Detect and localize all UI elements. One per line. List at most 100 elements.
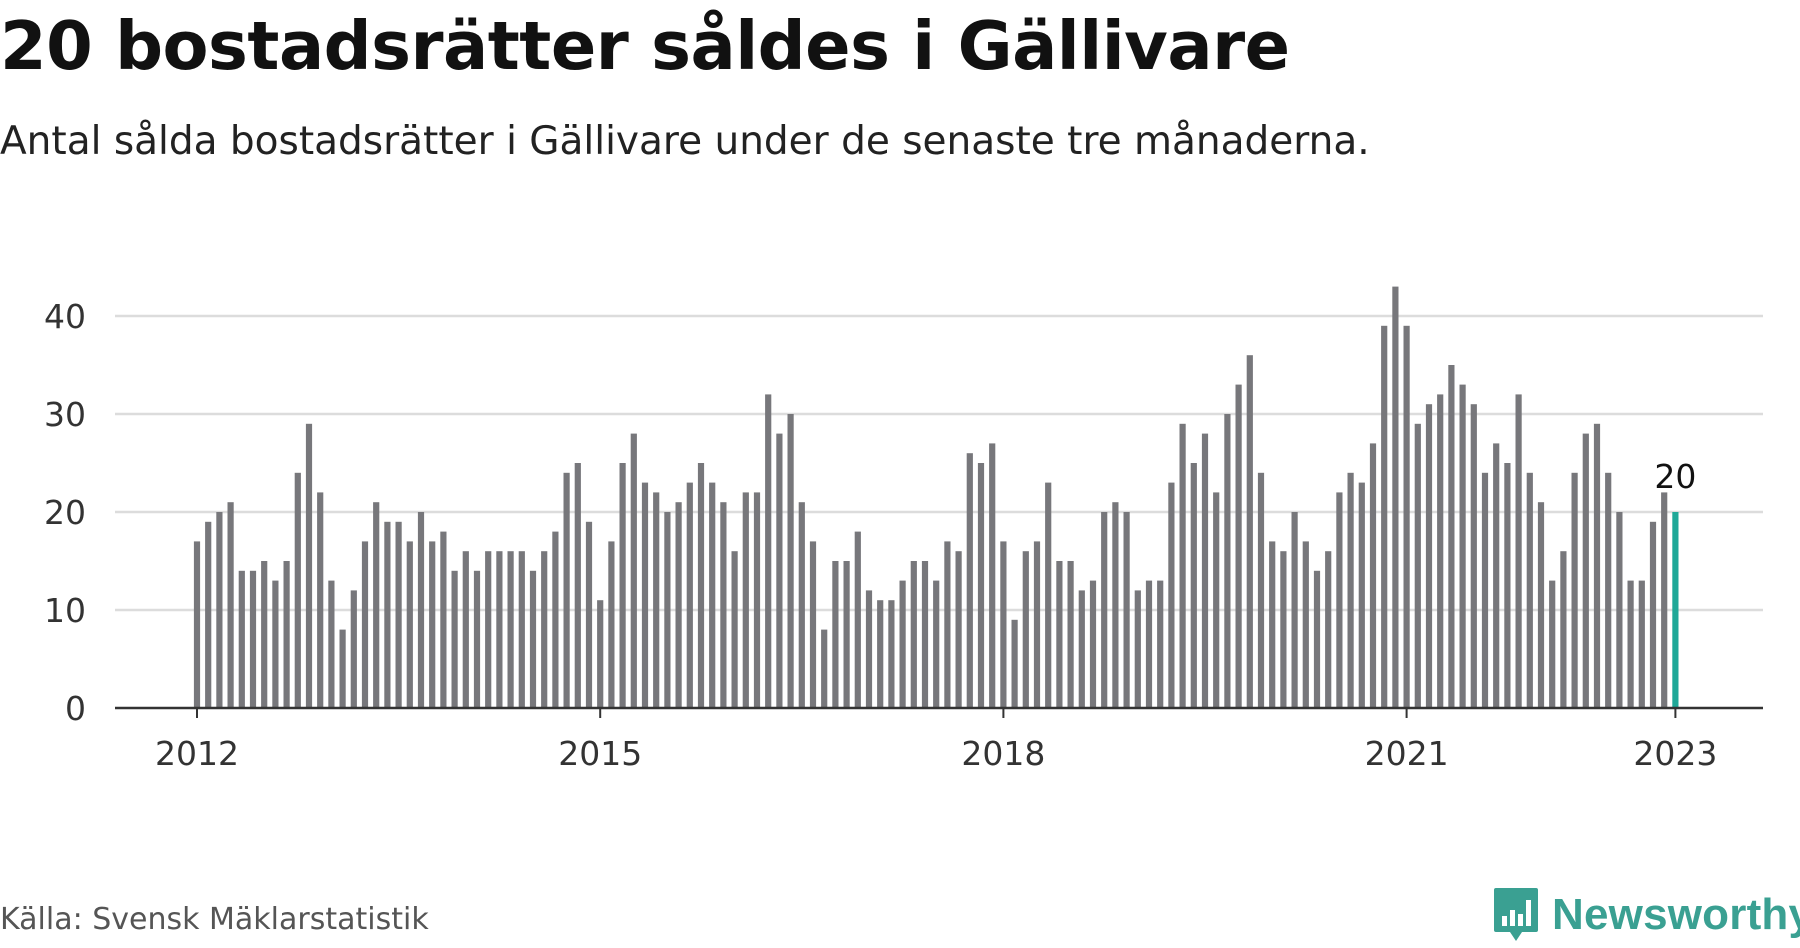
bar [395, 521, 402, 708]
bar [1493, 443, 1500, 708]
bar [1056, 561, 1063, 708]
bar [473, 570, 481, 708]
bar [910, 561, 917, 708]
bar [1257, 472, 1265, 708]
bar [1123, 512, 1130, 708]
bar [742, 492, 749, 708]
bar [384, 521, 391, 708]
bar [1291, 512, 1298, 708]
bar [1381, 325, 1388, 708]
bar [1403, 325, 1410, 708]
bar [1101, 512, 1108, 708]
bar [843, 561, 850, 708]
bar [1593, 423, 1601, 708]
bar [429, 541, 436, 708]
bars [193, 286, 1679, 708]
bar [1616, 512, 1623, 708]
x-tick-label: 2018 [961, 734, 1045, 773]
bar [339, 629, 346, 708]
y-tick-label: 30 [44, 395, 86, 434]
bar [1201, 433, 1209, 708]
bar [227, 502, 234, 708]
data-labels: 20 [1654, 457, 1696, 496]
bar [1638, 580, 1645, 708]
bar [686, 482, 693, 708]
bar [1605, 472, 1612, 708]
bar [574, 463, 581, 708]
bar [1336, 492, 1343, 708]
x-tick-label: 2012 [155, 734, 239, 773]
bar [1481, 472, 1489, 708]
bar [205, 521, 212, 708]
bar [630, 433, 637, 708]
bar [821, 629, 828, 708]
bar [1504, 463, 1511, 708]
x-tick-label: 2021 [1365, 734, 1449, 773]
y-axis-ticks: 0 10 20 30 40 [44, 297, 86, 728]
highlight-value-label: 20 [1654, 457, 1696, 496]
bar [1112, 502, 1119, 708]
bar [417, 512, 425, 708]
bar [921, 561, 929, 708]
chart-subtitle: Antal sålda bostadsrätter i Gällivare un… [0, 119, 1370, 164]
bar [294, 472, 301, 708]
bar [776, 433, 783, 708]
chart-title: 20 bostadsrätter såldes i Gällivare [0, 7, 1290, 85]
bar [1325, 551, 1332, 708]
bar [697, 463, 705, 708]
bar [1537, 502, 1545, 708]
y-tick-label: 0 [65, 689, 86, 728]
bar [305, 423, 313, 708]
bar [787, 414, 794, 708]
bar [731, 551, 738, 708]
bar [1078, 590, 1085, 708]
bar [865, 590, 873, 708]
bar [563, 472, 570, 708]
bar [966, 453, 973, 708]
bar [1358, 482, 1365, 708]
bar [440, 531, 447, 708]
bar [451, 570, 458, 708]
bar [753, 492, 761, 708]
bar [1526, 472, 1533, 708]
bar [809, 541, 817, 708]
bar [541, 551, 548, 708]
bar [664, 512, 671, 708]
bar [585, 521, 593, 708]
bar [854, 531, 861, 708]
bar [1145, 580, 1153, 708]
bar [1313, 570, 1321, 708]
x-tick-label: 2015 [558, 734, 642, 773]
bar [798, 502, 805, 708]
bar [1347, 472, 1354, 708]
bar [1459, 384, 1466, 708]
bar [462, 551, 469, 708]
bar [193, 541, 201, 708]
bar [1000, 541, 1007, 708]
bar [1235, 384, 1242, 708]
bar [1661, 492, 1668, 708]
bar [328, 580, 335, 708]
bar [1179, 423, 1186, 708]
brand-logo: Newsworthy [1492, 886, 1800, 944]
bar [1269, 541, 1276, 708]
bar [1582, 433, 1589, 708]
bar [272, 580, 279, 708]
bar [933, 580, 940, 708]
bar [955, 551, 962, 708]
bar [720, 502, 727, 708]
bar [1011, 619, 1018, 708]
bar [507, 551, 514, 708]
bar [1033, 541, 1041, 708]
bar [675, 502, 682, 708]
bar [977, 463, 985, 708]
bar [1157, 580, 1164, 708]
bar [1302, 541, 1309, 708]
newsworthy-logo-icon [1494, 888, 1538, 941]
bar [1045, 482, 1052, 708]
bar [1627, 580, 1634, 708]
bar [485, 551, 492, 708]
bar [989, 443, 996, 708]
bar [1190, 463, 1197, 708]
